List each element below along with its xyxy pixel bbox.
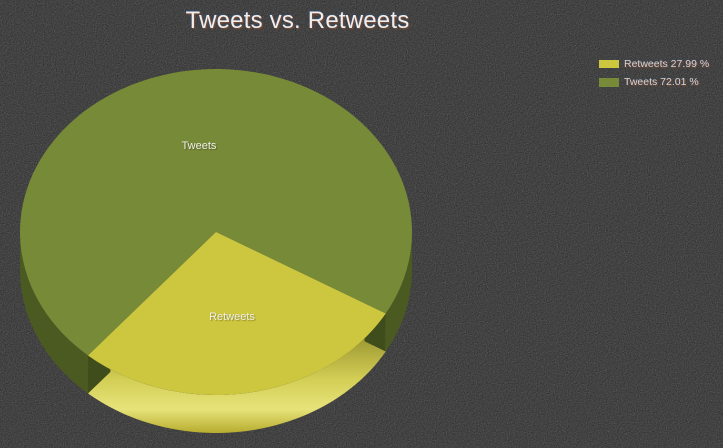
svg-text:Retweets: Retweets <box>209 311 255 323</box>
svg-text:Tweets: Tweets <box>182 140 217 152</box>
